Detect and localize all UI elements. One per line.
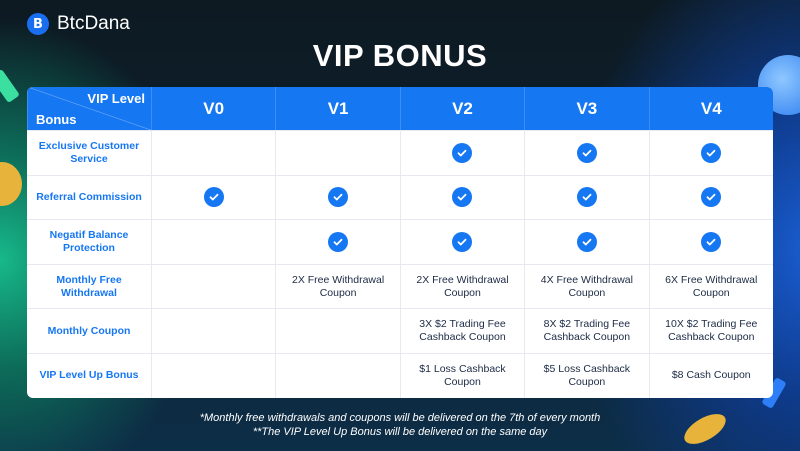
level-header: V0: [151, 87, 275, 130]
empty-cell: [151, 220, 275, 264]
table-row: Exclusive Customer Service: [27, 130, 773, 175]
table-row: Monthly Coupon 3X $2 Trading Fee Cashback…: [27, 308, 773, 353]
check-icon: [576, 231, 597, 252]
brand-logo: B BtcDana: [27, 13, 130, 35]
empty-cell: [275, 309, 399, 353]
footnote: *Monthly free withdrawals and coupons wi…: [199, 412, 601, 424]
check-icon: [328, 187, 349, 208]
bonus-value: $1 Loss Cashback Coupon: [399, 353, 524, 398]
bonus-label: Bonus: [36, 112, 77, 127]
footnote: **The VIP Level Up Bonus will be deliver…: [252, 426, 548, 438]
check-icon: [452, 187, 473, 208]
level-header: V4: [648, 87, 773, 130]
table-row: Monthly Free Withdrawal 2X Free Withdrawa…: [27, 263, 773, 309]
check-icon: [701, 142, 722, 163]
corner-header: VIP Level Bonus: [27, 87, 151, 130]
bonus-value: 2X Free Withdrawal Coupon: [275, 264, 399, 309]
bonus-value: 8X $2 Trading Fee Cashback Coupon: [524, 309, 648, 353]
bonus-value: 3X $2 Trading Fee Cashback Coupon: [399, 309, 524, 353]
bonus-name: VIP Level Up Bonus: [39, 369, 139, 382]
bonus-value: $8 Cash Coupon: [648, 353, 773, 398]
bonus-value: 4X Free Withdrawal Coupon: [524, 264, 648, 309]
check-cell: [151, 175, 275, 220]
table-header: VIP Level Bonus V0 V1 V2 V3 V4: [27, 87, 773, 130]
table-row: VIP Level Up Bonus $1 Loss Cashback Coupo…: [27, 352, 773, 398]
level-header: V2: [399, 87, 524, 130]
check-cell: [648, 220, 773, 264]
check-icon: [452, 142, 473, 163]
empty-cell: [275, 131, 399, 175]
check-cell: [399, 131, 524, 175]
check-cell: [399, 220, 524, 264]
bonus-name: Negatif Balance Protection: [49, 228, 129, 254]
check-icon: [452, 231, 473, 252]
brand-name: BtcDana: [57, 13, 130, 34]
empty-cell: [151, 309, 275, 353]
bonus-value: 10X $2 Trading Fee Cashback Coupon: [648, 309, 773, 353]
level-header: V3: [524, 87, 648, 130]
bonus-name: Referral Commission: [36, 190, 142, 203]
bonus-value: 2X Free Withdrawal Coupon: [399, 264, 524, 309]
bonus-name: Monthly Free Withdrawal: [56, 273, 122, 299]
bonus-value: $5 Loss Cashback Coupon: [524, 353, 648, 398]
check-cell: [524, 175, 648, 220]
bonus-name: Monthly Coupon: [47, 324, 131, 337]
footnotes: *Monthly free withdrawals and coupons wi…: [0, 411, 800, 439]
empty-cell: [151, 264, 275, 309]
check-cell: [275, 175, 399, 220]
check-icon: [328, 231, 349, 252]
check-cell: [399, 175, 524, 220]
check-cell: [524, 220, 648, 264]
vip-bonus-table: VIP Level Bonus V0 V1 V2 V3 V4 Exclusive…: [27, 87, 773, 398]
check-cell: [648, 131, 773, 175]
green-candle-decoration: [0, 68, 20, 104]
page-title: VIP BONUS: [312, 38, 488, 73]
table-row: Negatif Balance Protection: [27, 219, 773, 264]
empty-cell: [151, 353, 275, 398]
empty-cell: [275, 353, 399, 398]
logo-icon: B: [27, 13, 49, 35]
bonus-name: Exclusive Customer Service: [38, 139, 140, 165]
vip-level-label: VIP Level: [87, 91, 145, 106]
check-icon: [701, 187, 722, 208]
check-icon: [576, 142, 597, 163]
empty-cell: [151, 131, 275, 175]
table-row: Referral Commission: [27, 174, 773, 220]
check-cell: [524, 131, 648, 175]
check-cell: [275, 220, 399, 264]
level-header: V1: [275, 87, 399, 130]
coin-decoration: [0, 162, 22, 206]
bonus-value: 6X Free Withdrawal Coupon: [648, 264, 773, 309]
check-icon: [203, 187, 224, 208]
check-icon: [576, 187, 597, 208]
check-cell: [648, 175, 773, 220]
check-icon: [701, 231, 722, 252]
